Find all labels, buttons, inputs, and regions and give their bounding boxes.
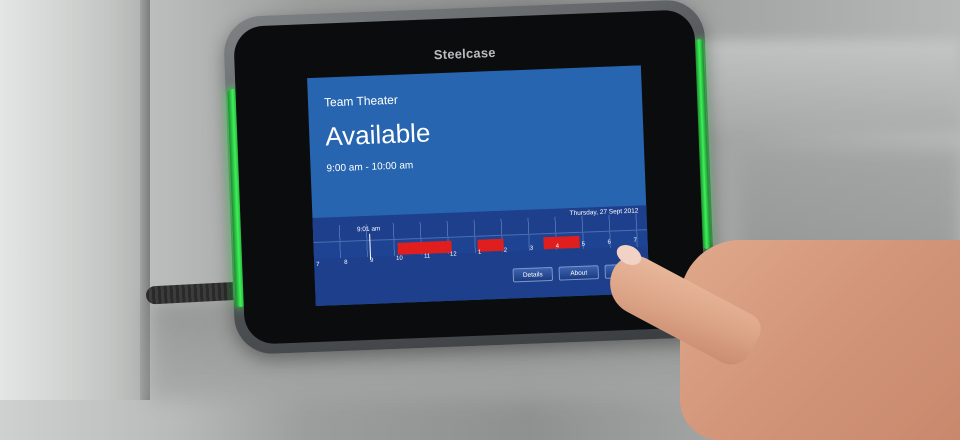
hour-label: 8 bbox=[344, 259, 348, 266]
hour-label: 10 bbox=[395, 255, 403, 262]
schedule-timeline[interactable]: Thursday, 27 Sept 2012 9:01 am 7 8 9 10 … bbox=[312, 205, 650, 306]
room-name: Team Theater bbox=[323, 92, 399, 110]
time-range: 9:00 am - 10:00 am bbox=[326, 160, 414, 175]
background-blur bbox=[690, 40, 960, 130]
hour-label: 7 bbox=[633, 237, 638, 244]
hour-label: 6 bbox=[607, 239, 612, 246]
booking-block[interactable] bbox=[397, 240, 452, 255]
wall-post-edge bbox=[140, 0, 150, 400]
details-button[interactable]: Details bbox=[512, 266, 554, 283]
hour-label: 11 bbox=[423, 253, 431, 260]
hour-label: 5 bbox=[581, 241, 586, 248]
booking-block[interactable] bbox=[477, 238, 504, 252]
wall-post bbox=[0, 0, 150, 400]
touch-screen: Team Theater Available 9:00 am - 10:00 a… bbox=[307, 65, 650, 306]
hour-label: 3 bbox=[529, 245, 534, 252]
hour-label: 1 bbox=[477, 249, 482, 256]
availability-status: Available bbox=[324, 117, 431, 152]
hour-label: 12 bbox=[449, 251, 457, 258]
hour-label: 4 bbox=[555, 243, 560, 250]
hour-label: 9 bbox=[370, 257, 374, 264]
current-time-label: 9:01 am bbox=[356, 225, 381, 234]
booking-block[interactable] bbox=[543, 235, 580, 250]
hour-label: 2 bbox=[503, 247, 508, 254]
hour-label: 7 bbox=[316, 261, 320, 268]
about-button[interactable]: About bbox=[558, 265, 600, 281]
